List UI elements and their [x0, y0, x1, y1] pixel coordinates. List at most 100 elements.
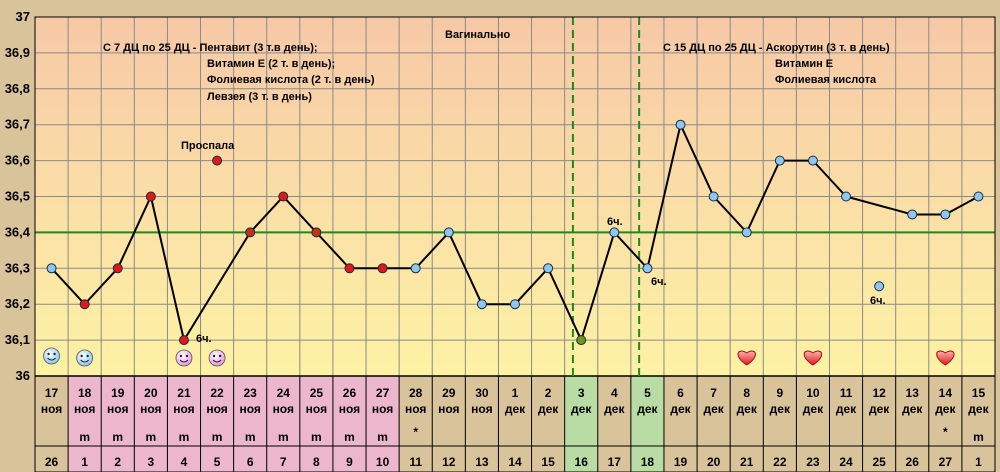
- smiley-face: [76, 349, 94, 367]
- date-day-label: 28: [409, 386, 423, 400]
- day-mark-label: m: [179, 430, 190, 444]
- temperature-point: [576, 335, 587, 346]
- menstruation-cell: [266, 376, 300, 472]
- smiley-eye: [212, 354, 216, 358]
- date-day-label: 25: [310, 386, 324, 400]
- day-mark-label: m: [973, 430, 984, 444]
- cycle-day-label: 6: [247, 455, 254, 469]
- date-table: 17ноя2618нояm119нояm220нояm321нояm422ноя…: [34, 375, 996, 472]
- cycle-day-label: 5: [214, 455, 221, 469]
- menstruation-cell: [134, 376, 168, 472]
- y-tick-label: 36: [16, 368, 30, 383]
- y-tick-label: 36,4: [5, 224, 31, 239]
- cycle-day-label: 1: [975, 455, 982, 469]
- smiley-eye: [53, 352, 56, 356]
- date-month-label: ноя: [273, 402, 294, 416]
- smiley-mouth: [80, 359, 90, 363]
- date-month-label: ноя: [471, 402, 492, 416]
- date-day-label: 27: [376, 386, 390, 400]
- temperature-point: [344, 263, 355, 274]
- date-month-label: дек: [637, 402, 658, 416]
- date-day-label: 2: [545, 386, 552, 400]
- date-month-label: дек: [836, 402, 857, 416]
- cycle-day-label: 24: [839, 455, 853, 469]
- menstruation-cell: [200, 376, 234, 472]
- date-day-label: 10: [806, 386, 820, 400]
- day-mark-label: *: [943, 425, 948, 439]
- cycle-day-label: 10: [376, 455, 390, 469]
- cycle-day-label: 17: [608, 455, 622, 469]
- day-mark-label: m: [278, 430, 289, 444]
- temperature-point: [543, 263, 554, 274]
- day-mark-label: m: [245, 430, 256, 444]
- cycle-day-label: 2: [114, 455, 121, 469]
- temperature-point: [841, 191, 852, 202]
- temperature-point: [675, 119, 686, 130]
- smiley-eye: [86, 354, 89, 358]
- date-month-label: ноя: [306, 402, 327, 416]
- date-month-label: дек: [505, 402, 526, 416]
- date-day-label: 21: [177, 386, 191, 400]
- cycle-day-label: 19: [674, 455, 688, 469]
- temperature-point: [443, 227, 454, 238]
- temperature-point: [46, 263, 57, 274]
- cycle-day-label: 21: [740, 455, 754, 469]
- date-month-label: дек: [737, 402, 758, 416]
- temperature-point: [410, 263, 421, 274]
- annotations: С 7 ДЦ по 25 ДЦ - Пентавит (3 т.в день);…: [103, 29, 890, 345]
- date-month-label: ноя: [206, 402, 227, 416]
- grid-lines: [34, 16, 996, 377]
- date-day-label: 11: [840, 386, 853, 400]
- cycle-day-label: 12: [442, 455, 456, 469]
- day-mark-label: m: [79, 430, 90, 444]
- cycle-day-label: 13: [475, 455, 489, 469]
- annotation-folic-1: Фолиевая кислота (2 т. в день): [207, 74, 375, 86]
- menstruation-cell: [332, 376, 367, 472]
- smiley-eye: [47, 352, 50, 356]
- temperature-point: [79, 299, 90, 310]
- smiley-face: [175, 349, 193, 367]
- date-month-label: ноя: [41, 402, 62, 416]
- date-day-label: 18: [78, 386, 92, 400]
- day-mark-label: *: [413, 425, 418, 439]
- date-day-label: 17: [45, 386, 59, 400]
- temperature-point: [278, 191, 289, 202]
- date-day-label: 19: [111, 386, 125, 400]
- smiley-eye: [179, 354, 183, 358]
- date-month-label: дек: [703, 402, 724, 416]
- menstruation-cell: [68, 376, 102, 472]
- date-day-label: 24: [277, 386, 291, 400]
- date-day-label: 8: [743, 386, 750, 400]
- cycle-day-label: 23: [806, 455, 820, 469]
- date-day-label: 23: [243, 386, 257, 400]
- date-month-label: ноя: [339, 402, 360, 416]
- smiley-eye: [80, 354, 83, 358]
- day-mark-label: m: [112, 430, 123, 444]
- date-month-label: дек: [968, 402, 989, 416]
- annotation-ascorutin: С 15 ДЦ по 25 ДЦ - Аскорутин (3 т. в ден…: [663, 42, 890, 54]
- heart-icon: [737, 350, 756, 366]
- date-day-label: 20: [144, 386, 158, 400]
- column-highlights: [68, 376, 664, 472]
- cycle-day-label: 16: [575, 455, 589, 469]
- date-month-label: ноя: [239, 402, 260, 416]
- cycle-day-label: 27: [939, 455, 953, 469]
- annotation-overslept: Проспала: [181, 140, 235, 152]
- day-mark-label: m: [311, 430, 322, 444]
- date-day-label: 5: [644, 386, 651, 400]
- temperature-point: [973, 191, 984, 202]
- temperature-point: [510, 299, 520, 310]
- date-month-label: дек: [803, 402, 824, 416]
- y-tick-label: 36,2: [5, 296, 30, 311]
- temperature-point: [807, 155, 818, 166]
- excluded-temperature-point: [874, 281, 885, 292]
- temperature-point: [774, 155, 785, 166]
- y-tick-label: 36,9: [5, 45, 30, 60]
- annotation-leuzea: Левзея (3 т. в день): [207, 91, 312, 103]
- date-month-label: дек: [538, 402, 559, 416]
- menstruation-cell: [299, 376, 333, 472]
- date-day-label: 9: [776, 386, 783, 400]
- vertical-marker-lines: [571, 17, 641, 376]
- date-day-label: 26: [343, 386, 357, 400]
